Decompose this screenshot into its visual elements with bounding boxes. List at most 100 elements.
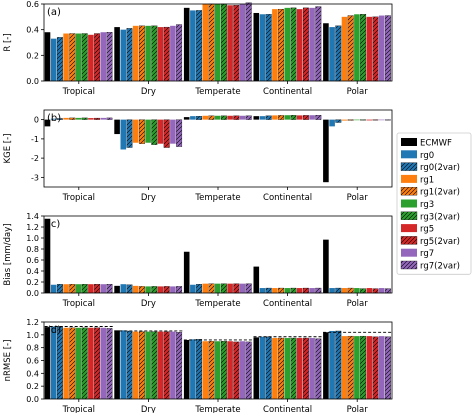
legend-swatch-rg1-2var: [400, 187, 418, 196]
legend-label-ecmwf: ECMWF: [420, 139, 452, 149]
y-tick-label-d: 0.8: [26, 344, 39, 353]
bar-c-rg0-dry: [120, 284, 127, 293]
legend-label-rg7-2var: rg7(2var): [420, 262, 460, 272]
bar-b-rg5-2var-temperate: [233, 115, 240, 120]
bar-a-rg1-2var-dry: [138, 25, 145, 82]
y-tick-label-a: 0.4: [26, 26, 39, 35]
x-tick-label-c-polar: Polar: [347, 299, 369, 309]
bar-b-rg0-dry: [120, 119, 127, 150]
bar-b-rg3-temperate: [214, 115, 221, 120]
bar-a-rg0-2var-polar: [335, 25, 342, 82]
bar-d-rg3-2var-tropical: [81, 327, 88, 400]
x-tick-label-a-temperate: Temperate: [194, 87, 240, 97]
bar-d-rg0-continental: [259, 336, 266, 399]
bar-a-rg0-temperate: [190, 10, 196, 82]
bar-c-rg5-dry: [157, 286, 164, 293]
bar-c-rg5-continental: [296, 288, 303, 293]
bar-b-rg1-dry: [132, 119, 139, 143]
bar-a-ecmwf-tropical: [44, 32, 51, 81]
bar-d-rg5-2var-dry: [163, 331, 170, 400]
y-tick-label-a: 0.2: [26, 51, 39, 60]
y-tick-label-d: 0.2: [26, 382, 39, 391]
bar-d-rg0-2var-temperate: [196, 339, 203, 400]
x-tick-label-c-continental: Continental: [263, 299, 312, 309]
bar-b-rg1-continental: [272, 115, 278, 120]
bar-c-rg0-temperate: [190, 284, 196, 293]
bar-b-rg5-continental: [296, 115, 303, 120]
bar-d-rg1-2var-continental: [278, 337, 285, 400]
bar-c-ecmwf-temperate: [183, 251, 190, 293]
bar-a-rg5-tropical: [88, 34, 94, 81]
y-tick-label-d: 1.0: [26, 331, 39, 340]
bar-c-rg0-continental: [259, 288, 266, 293]
bar-d-rg1-continental: [272, 338, 278, 399]
y-tick-label-a: 0.0: [26, 77, 39, 86]
bar-a-rg3-2var-tropical: [81, 33, 88, 82]
x-tick-label-b-dry: Dry: [141, 193, 156, 203]
bar-d-rg1-tropical: [63, 327, 69, 399]
y-tick-label-b: -2: [31, 154, 39, 163]
panel-c: 0.0 0.2 0.4 0.6 0.8 1.0 1.2 1.4 Tropical Dry Tempe…: [3, 212, 393, 309]
bar-a-rg5-2var-tropical: [94, 33, 101, 82]
bar-a-rg5-2var-polar: [372, 16, 379, 82]
bar-c-rg1-continental: [272, 288, 278, 293]
bar-c-rg7-2var-tropical: [106, 284, 113, 294]
bar-d-rg7-continental: [309, 338, 315, 399]
bar-b-rg0-tropical: [50, 118, 57, 120]
legend-label-rg0: rg0: [420, 151, 434, 161]
bar-d-ecmwf-temperate: [183, 339, 190, 399]
bar-a-ecmwf-polar: [323, 23, 329, 81]
bar-a-ecmwf-dry: [114, 27, 120, 82]
bar-d-rg7-tropical: [100, 327, 107, 399]
bar-c-rg0-2var-tropical: [56, 284, 63, 294]
legend-swatch-rg7-2var: [400, 260, 418, 270]
legend-label-rg1: rg1: [420, 175, 434, 185]
bar-a-rg1-temperate: [202, 4, 209, 81]
bar-c-rg7-polar: [378, 288, 385, 293]
bar-a-rg7-tropical: [100, 32, 107, 81]
legend-swatch-rg5-2var: [400, 236, 418, 245]
bar-b-rg5-dry: [157, 119, 164, 144]
bar-b-rg5-polar: [366, 119, 373, 121]
bar-b-rg3-tropical: [75, 117, 82, 120]
bar-c-rg0-polar: [329, 288, 335, 293]
bar-d-ecmwf-dry: [114, 330, 120, 399]
legend-label-rg5-2var: rg5(2var): [420, 237, 460, 247]
bar-a-rg3-2var-temperate: [220, 3, 227, 82]
y-tick-label-d: 0.6: [26, 357, 39, 366]
bar-b-rg7-2var-temperate: [245, 115, 252, 120]
legend-swatch-ecmwf: [401, 138, 417, 146]
bar-a-rg1-polar: [341, 16, 348, 81]
bar-b-rg1-temperate: [202, 115, 209, 120]
bar-d-rg5-2var-tropical: [94, 327, 101, 400]
y-tick-label-c: 1.2: [26, 223, 39, 232]
bar-d-rg3-tropical: [75, 327, 82, 399]
x-tick-label-a-continental: Continental: [263, 87, 312, 97]
x-tick-label-c-tropical: Tropical: [62, 299, 95, 309]
bar-b-rg1-2var-continental: [278, 115, 285, 120]
bar-b-rg0-continental: [259, 116, 266, 120]
bar-c-rg0-2var-continental: [265, 287, 272, 294]
bar-c-rg5-temperate: [227, 283, 233, 293]
x-tick-label-d-polar: Polar: [347, 405, 369, 413]
bar-a-rg3-2var-dry: [151, 25, 158, 82]
bar-a-rg1-2var-continental: [278, 8, 285, 82]
bar-b-rg3-2var-temperate: [220, 115, 227, 120]
bar-c-rg5-polar: [366, 288, 373, 293]
y-tick-label-d: 0.4: [26, 369, 39, 378]
bar-c-rg3-2var-polar: [360, 288, 367, 294]
bar-d-rg7-2var-continental: [315, 338, 322, 400]
legend-swatch-rg3-2var: [400, 211, 418, 220]
x-tick-label-b-tropical: Tropical: [62, 193, 95, 203]
bar-a-rg1-2var-tropical: [69, 33, 76, 82]
bar-a-rg5-continental: [296, 9, 303, 82]
x-tick-label-b-continental: Continental: [263, 193, 312, 203]
bar-c-rg0-2var-dry: [126, 284, 133, 294]
bar-d-rg3-dry: [145, 331, 151, 400]
bar-c-ecmwf-dry: [114, 285, 120, 293]
bar-c-rg5-2var-dry: [163, 286, 170, 294]
bar-b-rg5-2var-dry: [163, 119, 170, 148]
bar-c-rg1-2var-continental: [278, 287, 285, 294]
bar-c-rg1-dry: [132, 285, 139, 293]
